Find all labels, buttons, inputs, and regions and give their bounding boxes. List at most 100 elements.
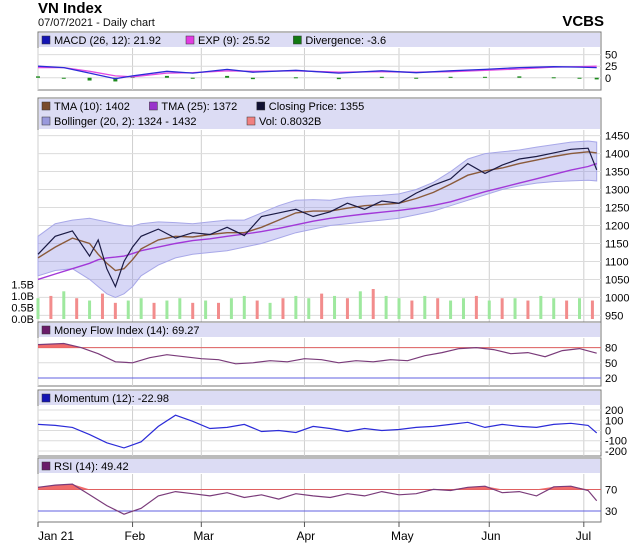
x-axis-tick-label: Feb <box>125 529 146 543</box>
divergence-bar <box>36 76 40 78</box>
volume-bar <box>191 302 195 319</box>
rsi-line <box>37 483 598 515</box>
price-legend-label: Vol: 0.8032B <box>259 116 321 128</box>
volume-bar <box>217 302 221 319</box>
price-legend-swatch <box>246 116 256 126</box>
tma10-line <box>37 151 597 272</box>
momentum-ytick-label: 100 <box>605 415 623 427</box>
volume-bar <box>500 298 504 319</box>
momentum-legend-label: Momentum (12): -22.98 <box>54 393 169 405</box>
rsi-ytick-label: 70 <box>605 484 617 496</box>
divergence-bar <box>414 77 419 79</box>
volume-bar <box>178 298 182 319</box>
divergence-bar <box>448 76 453 78</box>
macd-legend-swatch <box>293 35 302 45</box>
volume-bar <box>333 295 337 319</box>
price-legend-strip <box>39 99 600 129</box>
volume-bar <box>75 298 79 319</box>
divergence-bar <box>551 77 556 79</box>
volume-bar <box>281 298 285 319</box>
volume-bar <box>410 300 414 319</box>
volume-bar <box>345 298 349 319</box>
price-ytick-label: 1250 <box>605 203 629 215</box>
macd-ytick-label: 50 <box>605 50 617 62</box>
price-ytick-label: 950 <box>605 310 623 322</box>
price-legend-swatch <box>149 101 158 111</box>
rsi-legend-swatch <box>41 461 51 471</box>
x-axis-tick-label: Jul <box>576 529 591 543</box>
macd-ytick-label: 25 <box>605 61 617 73</box>
price-legend-label: Bollinger (20, 2): 1324 - 1432 <box>54 116 196 128</box>
brand-label: VCBS <box>562 13 604 30</box>
divergence-bar <box>482 76 487 78</box>
divergence-bar <box>190 77 195 79</box>
divergence-bar <box>336 77 341 80</box>
macd-legend-label: Divergence: -3.6 <box>305 35 386 47</box>
x-axis-tick-label: Jan 21 <box>38 529 74 543</box>
volume-bar <box>384 295 388 319</box>
volume-bar <box>294 295 298 319</box>
price-ytick-label: 1200 <box>605 221 629 233</box>
rsi-ytick-label: 30 <box>605 506 617 518</box>
chart-subtitle: 07/07/2021 - Daily chart <box>38 17 155 29</box>
rsi-legend-label: RSI (14): 49.42 <box>54 461 129 473</box>
tma25-line <box>37 162 597 281</box>
x-axis-tick-label: May <box>391 529 414 543</box>
volume-bar <box>62 291 66 319</box>
price-ytick-label: 1450 <box>605 131 629 143</box>
volume-bar <box>268 302 272 319</box>
price-ytick-label: 1000 <box>605 292 629 304</box>
volume-bar <box>552 298 556 319</box>
macd-line <box>37 65 597 80</box>
volume-bar <box>242 295 246 319</box>
volume-bar <box>436 298 440 319</box>
volume-bar <box>255 300 259 319</box>
price-legend-label: TMA (10): 1402 <box>54 101 130 113</box>
macd-legend-swatch <box>41 35 51 45</box>
volume-bar <box>165 300 169 319</box>
volume-bar <box>113 302 117 319</box>
mfi-legend-strip <box>39 323 600 337</box>
divergence-bar <box>225 75 230 78</box>
price-legend-swatch <box>41 116 51 126</box>
mfi-ytick-label: 20 <box>605 373 617 385</box>
mfi-ytick-label: 80 <box>605 343 617 355</box>
divergence-bar <box>164 75 169 78</box>
price-ytick-label: 1350 <box>605 167 629 179</box>
mfi-legend-label: Money Flow Index (14): 69.27 <box>54 325 200 337</box>
volume-tick-label: 1.5B <box>11 279 34 291</box>
volume-bar <box>513 298 517 319</box>
price-legend-swatch <box>41 101 51 111</box>
divergence-bar <box>250 77 255 80</box>
volume-bar <box>88 300 92 319</box>
closing-price-line <box>37 147 598 289</box>
divergence-bar <box>517 76 522 78</box>
macd-legend-label: MACD (26, 12): 21.92 <box>54 35 161 47</box>
x-axis-tick-label: Jun <box>481 529 500 543</box>
price-ytick-label: 1050 <box>605 274 629 286</box>
volume-bar <box>358 291 362 319</box>
volume-bar <box>578 298 582 319</box>
mfi-ytick-label: 50 <box>605 358 617 370</box>
divergence-bar <box>594 77 599 80</box>
volume-bar <box>320 293 324 319</box>
price-ytick-label: 1400 <box>605 149 629 161</box>
volume-bar <box>539 295 543 319</box>
price-legend-label: Closing Price: 1355 <box>269 101 364 113</box>
volume-bar <box>371 289 375 319</box>
x-axis-tick-label: Apr <box>296 529 315 543</box>
price-ytick-label: 1150 <box>605 238 629 250</box>
volume-tick-label: 0.0B <box>11 314 34 326</box>
divergence-bar <box>293 77 298 79</box>
divergence-bar <box>113 77 118 82</box>
volume-bar <box>565 300 569 319</box>
rsi-legend-strip <box>39 459 600 473</box>
volume-tick-label: 0.5B <box>11 302 34 314</box>
macd-legend-strip <box>39 33 600 47</box>
momentum-ytick-label: -100 <box>605 436 627 448</box>
momentum-ytick-label: 0 <box>605 426 611 438</box>
momentum-ytick-label: 200 <box>605 405 623 417</box>
divergence-bar <box>87 77 92 81</box>
volume-bar <box>307 298 311 319</box>
